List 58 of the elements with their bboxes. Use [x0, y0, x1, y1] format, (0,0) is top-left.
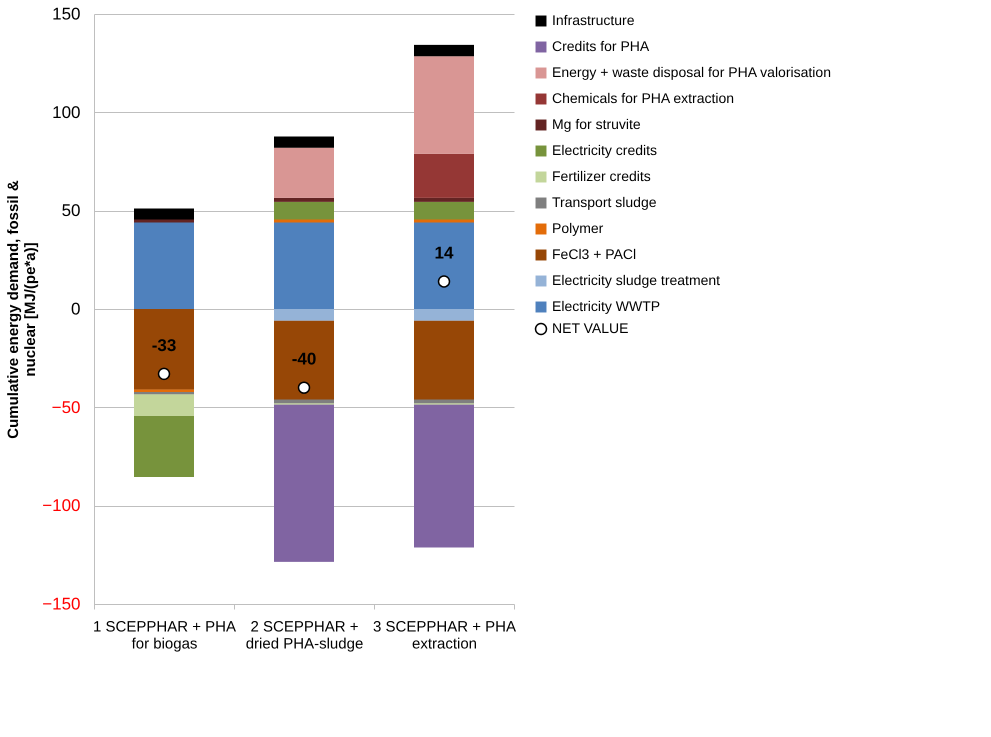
bar: [274, 399, 334, 404]
legend-label: Transport sludge: [552, 194, 657, 210]
y-tick-label: 50: [62, 201, 80, 220]
bar: [274, 198, 334, 202]
x-tick-label: 3 SCEPPHAR + PHA extraction: [373, 618, 516, 652]
legend-label: NET VALUE: [552, 320, 629, 336]
y-axis-title: Cumulative energy demand, fossil & nuclear [MJ/(pe*a)]: [5, 180, 40, 439]
bar: [274, 148, 334, 198]
legend-label: FeCl3 + PACl: [552, 246, 636, 262]
bar: [414, 44, 474, 56]
y-tick-label: 0: [71, 300, 80, 318]
legend-label: Credits for PHA: [552, 38, 650, 54]
bar: [414, 222, 474, 309]
x-tick-label: 1 SCEPPHAR + PHA for biogas: [93, 618, 236, 652]
bar: [414, 404, 474, 548]
bar: [414, 399, 474, 404]
y-tick-label: 150: [52, 4, 80, 24]
y-tick-label: −100: [42, 496, 80, 516]
legend-label: Fertilizer credits: [552, 168, 651, 184]
legend-label: Electricity sludge treatment: [552, 272, 720, 288]
bar: [414, 202, 474, 220]
point: [298, 381, 310, 394]
y-tick-label: −150: [42, 594, 80, 614]
bar: [274, 202, 334, 220]
bar: [134, 416, 194, 477]
legend-label: Polymer: [552, 220, 604, 236]
point: [158, 368, 170, 380]
bar: [274, 222, 334, 309]
y-tick-label: 100: [52, 102, 80, 122]
data-label: -40: [292, 350, 316, 369]
bar: [414, 56, 474, 154]
legend-label: Chemicals for PHA extraction: [552, 90, 734, 106]
data-label: 14: [434, 243, 454, 262]
bar: [414, 309, 474, 321]
data-label: -33: [152, 336, 176, 355]
point: [438, 275, 450, 288]
bar: [134, 392, 194, 394]
legend-label: Energy + waste disposal for PHA valorisation: [552, 64, 831, 80]
legend-label: Infrastructure: [552, 12, 635, 28]
bar: [134, 394, 194, 416]
bar: [134, 222, 194, 309]
bar: [274, 220, 334, 222]
bar: [414, 154, 474, 198]
bar: [274, 404, 334, 562]
y-tick-label: −50: [52, 398, 80, 417]
bar: [414, 320, 474, 400]
x-tick-label: 2 SCEPPHAR + dried PHA-sludge: [246, 618, 364, 652]
legend-label: Electricity credits: [552, 142, 658, 158]
bar: [134, 309, 194, 390]
bar: [134, 220, 194, 222]
bar: [134, 208, 194, 220]
bar: [274, 320, 334, 400]
bar: [274, 136, 334, 148]
legend-label: Mg for struvite: [552, 116, 641, 132]
bar: [414, 198, 474, 202]
bar: [414, 220, 474, 222]
legend-label: Electricity WWTP: [552, 298, 660, 314]
bar: [274, 309, 334, 321]
